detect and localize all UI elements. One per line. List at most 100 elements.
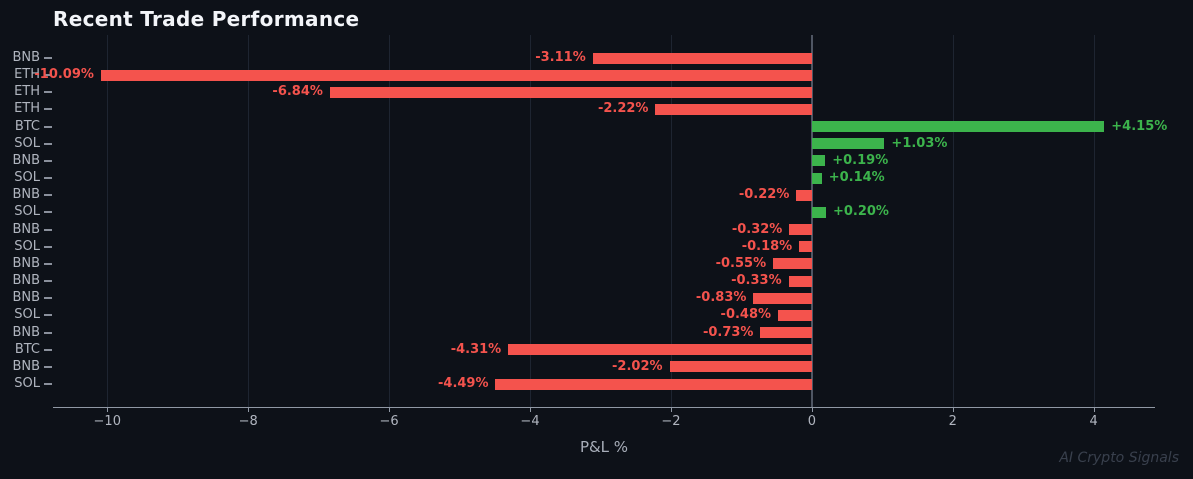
gridline — [389, 35, 391, 407]
bar-value-label: -2.22% — [597, 101, 649, 117]
x-tick-mark — [389, 407, 391, 412]
x-axis-line — [53, 407, 1155, 408]
y-tick-mark — [44, 331, 52, 334]
bar-value-label: -6.84% — [272, 84, 323, 100]
y-tick-label: BNB — [12, 187, 40, 203]
bar-value-label: +1.03% — [891, 135, 948, 151]
y-tick-label: SOL — [14, 238, 40, 254]
x-tick-mark — [530, 407, 532, 412]
bar — [811, 155, 826, 167]
y-tick-mark — [44, 74, 52, 77]
gridline — [248, 35, 250, 407]
y-tick-label: BTC — [14, 118, 40, 134]
y-tick-mark — [44, 91, 52, 94]
gridline — [530, 35, 532, 407]
gridline — [107, 35, 109, 407]
y-tick-mark — [44, 314, 52, 317]
y-tick-mark — [44, 297, 52, 300]
y-tick-label: BNB — [12, 255, 40, 271]
bar-value-label: +0.14% — [828, 170, 885, 186]
bar — [799, 241, 812, 253]
x-tick-label: −4 — [520, 414, 540, 429]
bar — [508, 344, 812, 356]
y-tick-label: SOL — [14, 135, 40, 151]
y-tick-label: SOL — [14, 307, 40, 323]
y-tick-mark — [44, 280, 52, 283]
bar-value-label: -2.02% — [612, 358, 663, 374]
bar — [100, 69, 812, 81]
x-tick-label: −8 — [238, 414, 258, 429]
bar-value-label: -0.18% — [741, 238, 793, 254]
bar — [811, 172, 822, 184]
bar — [495, 378, 812, 390]
y-tick-mark — [44, 177, 52, 180]
x-tick-mark — [107, 407, 109, 412]
x-tick-label: 2 — [948, 414, 957, 429]
bar-value-label: -3.11% — [535, 50, 586, 65]
bar-value-label: -0.32% — [731, 221, 783, 237]
bar — [655, 103, 812, 115]
bar-value-label: -4.31% — [450, 341, 502, 357]
bar-value-label: -4.49% — [438, 376, 489, 392]
bar — [592, 52, 812, 64]
x-tick-label: 4 — [1089, 414, 1098, 429]
y-tick-label: BTC — [14, 341, 40, 357]
y-tick-label: ETH — [14, 67, 40, 83]
y-tick-mark — [44, 194, 52, 197]
y-tick-mark — [44, 245, 52, 248]
y-tick-mark — [44, 228, 52, 231]
bar-value-label: +4.15% — [1111, 118, 1168, 134]
y-tick-mark — [44, 365, 52, 368]
y-tick-label: BNB — [12, 358, 40, 374]
bar-value-label: -0.33% — [731, 273, 782, 289]
x-tick-label: −10 — [93, 414, 121, 429]
y-tick-label: BNB — [12, 221, 40, 237]
x-tick-mark — [248, 407, 250, 412]
bar — [811, 206, 826, 218]
bar — [811, 121, 1105, 133]
bar — [789, 224, 812, 236]
y-tick-label: BNB — [12, 324, 40, 340]
y-tick-label: SOL — [14, 170, 40, 186]
x-tick-mark — [670, 407, 672, 412]
x-tick-mark — [952, 407, 954, 412]
bar-value-label: +0.19% — [832, 152, 889, 168]
bar — [788, 275, 812, 287]
y-tick-mark — [44, 159, 52, 162]
x-tick-label: −2 — [661, 414, 681, 429]
zero-line — [810, 35, 813, 407]
y-tick-mark — [44, 108, 52, 111]
y-tick-label: BNB — [12, 273, 40, 289]
bar-value-label: -0.55% — [715, 255, 767, 271]
gridline — [952, 35, 954, 407]
y-tick-mark — [44, 125, 52, 128]
x-axis-label: P&L % — [579, 438, 629, 456]
y-tick-label: BNB — [12, 290, 40, 306]
watermark: AI Crypto Signals — [1059, 450, 1179, 466]
y-tick-mark — [44, 383, 52, 386]
y-tick-mark — [44, 142, 52, 145]
bar — [811, 138, 885, 150]
chart-title: Recent Trade Performance — [53, 7, 360, 31]
bar-value-label: -10.09% — [34, 67, 94, 83]
y-tick-label: BNB — [12, 50, 40, 65]
x-tick-mark — [811, 407, 813, 412]
bar — [760, 327, 812, 339]
gridline — [670, 35, 672, 407]
bar-value-label: +0.20% — [832, 204, 889, 220]
x-tick-mark — [1093, 407, 1095, 412]
x-tick-label: 0 — [807, 414, 816, 429]
y-tick-label: BNB — [12, 152, 40, 168]
bar — [329, 86, 812, 98]
y-tick-mark — [44, 57, 52, 59]
y-tick-label: ETH — [14, 101, 40, 117]
y-tick-mark — [44, 211, 52, 214]
bar — [773, 258, 812, 270]
y-tick-mark — [44, 348, 52, 351]
x-tick-label: −6 — [379, 414, 399, 429]
bar — [778, 309, 812, 321]
bar-value-label: -0.73% — [702, 324, 754, 340]
y-tick-label: ETH — [14, 84, 40, 100]
y-tick-label: SOL — [14, 376, 40, 392]
